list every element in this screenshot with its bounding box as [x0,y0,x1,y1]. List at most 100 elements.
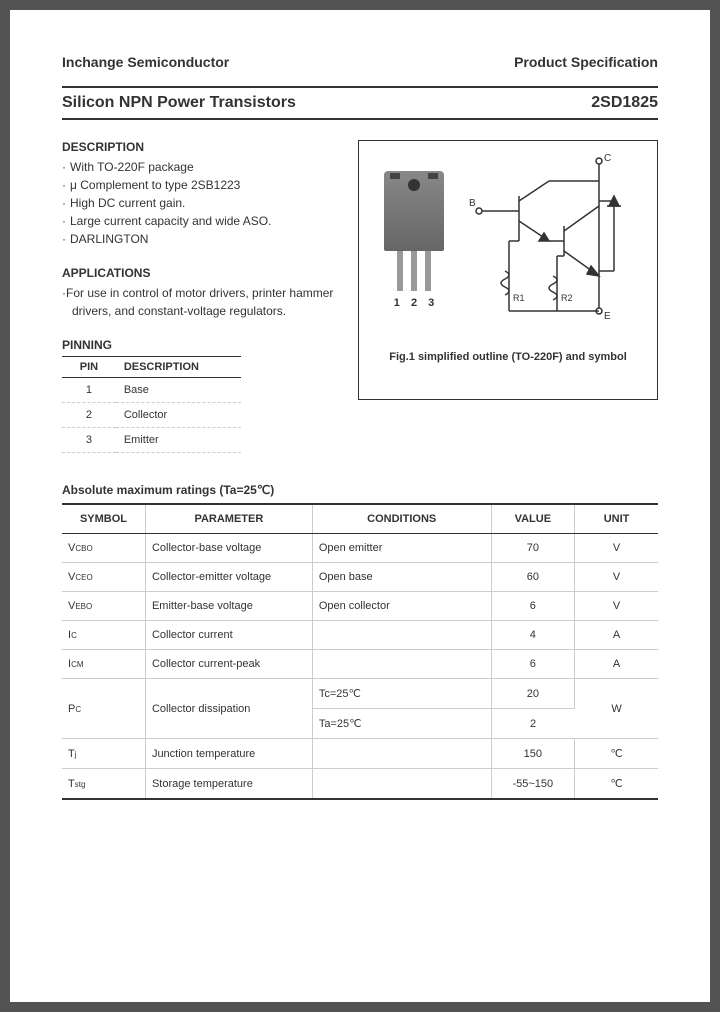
page-header: Inchange Semiconductor Product Specifica… [62,54,658,70]
cell-conditions [312,769,491,800]
mounting-hole-icon [408,179,420,191]
cell-parameter: Collector-emitter voltage [145,563,312,592]
cell-unit: V [575,534,658,563]
col-unit: UNIT [575,504,658,534]
ratings-heading: Absolute maximum ratings (Ta=25℃) [62,483,658,497]
figure-caption: Fig.1 simplified outline (TO-220F) and s… [369,351,647,363]
cell-symbol: VEBO [62,592,145,621]
terminal-c-label: C [604,153,611,164]
cell-symbol: VCBO [62,534,145,563]
table-row: ICMCollector current-peak6A [62,650,658,679]
cell-symbol: Tj [62,739,145,769]
resistor-r2-label: R2 [561,293,573,303]
notch-icon [428,173,438,179]
cell-value: 70 [491,534,574,563]
cell-parameter: Emitter-base voltage [145,592,312,621]
desc-item: μ Complement to type 2SB1223 [72,176,338,194]
cell-conditions: Open collector [312,592,491,621]
datasheet-page: Inchange Semiconductor Product Specifica… [10,10,710,1002]
cell-parameter: Collector dissipation [145,679,312,739]
cell-value: -55~150 [491,769,574,800]
cell-value: 6 [491,650,574,679]
desc-item: DARLINGTON [72,230,338,248]
cell-unit: V [575,592,658,621]
cell-symbol: VCEO [62,563,145,592]
col-value: VALUE [491,504,574,534]
cell-value: 20 [491,679,574,709]
table-row: ICCollector current 4A [62,621,658,650]
pin-col-header: PIN [62,357,116,378]
notch-icon [390,173,400,179]
cell-unit: A [575,621,658,650]
pin-desc: Base [116,378,242,403]
cell-conditions: Open base [312,563,491,592]
product-family: Silicon NPN Power Transistors [62,94,296,112]
pin-desc: Collector [116,403,242,428]
terminal-e-label: E [604,311,611,321]
cell-conditions [312,739,491,769]
table-row: VCBOCollector-base voltageOpen emitter70… [62,534,658,563]
cell-conditions [312,650,491,679]
cell-unit: V [575,563,658,592]
left-column: DESCRIPTION With TO-220F package μ Compl… [62,140,338,453]
cell-parameter: Collector current-peak [145,650,312,679]
table-row: PCCollector dissipationTc=25℃20W [62,679,658,709]
title-bar: Silicon NPN Power Transistors 2SD1825 [62,86,658,120]
cell-unit: ℃ [575,769,658,800]
company-name: Inchange Semiconductor [62,54,229,70]
pin-number: 3 [62,428,116,453]
package-body-icon [384,171,444,251]
description-heading: DESCRIPTION [62,140,338,154]
desc-item: Large current capacity and wide ASO. [72,212,338,230]
applications-text: ·For use in control of motor drivers, pr… [62,284,338,320]
cell-value: 6 [491,592,574,621]
cell-parameter: Collector-base voltage [145,534,312,563]
cell-parameter: Collector current [145,621,312,650]
pin-number: 2 [62,403,116,428]
cell-value: 4 [491,621,574,650]
pin-numbers-label: 1 2 3 [390,297,438,309]
pin-col-header: DESCRIPTION [116,357,242,378]
part-number: 2SD1825 [591,94,658,112]
table-row: VEBOEmitter-base voltageOpen collector6V [62,592,658,621]
resistor-r1-label: R1 [513,293,525,303]
cell-conditions: Tc=25℃ [312,679,491,709]
ratings-table: SYMBOL PARAMETER CONDITIONS VALUE UNIT V… [62,503,658,800]
col-symbol: SYMBOL [62,504,145,534]
lead-icon [411,251,417,291]
cell-value: 60 [491,563,574,592]
cell-symbol: IC [62,621,145,650]
cell-unit: ℃ [575,739,658,769]
cell-parameter: Junction temperature [145,739,312,769]
cell-unit: A [575,650,658,679]
terminal-b-label: B [469,198,476,209]
table-row: TjJunction temperature150℃ [62,739,658,769]
pinning-table: PIN DESCRIPTION 1 Base 2 Collector 3 [62,356,241,453]
cell-symbol: PC [62,679,145,739]
applications-heading: APPLICATIONS [62,266,338,280]
col-parameter: PARAMETER [145,504,312,534]
pin-desc: Emitter [116,428,242,453]
lead-icon [425,251,431,291]
cell-conditions [312,621,491,650]
table-row: VCEOCollector-emitter voltageOpen base60… [62,563,658,592]
pinning-heading: PINNING [62,338,338,352]
cell-value: 2 [491,709,574,739]
table-row: 1 Base [62,378,241,403]
lead-icon [397,251,403,291]
cell-conditions: Ta=25℃ [312,709,491,739]
figure-content: 1 2 3 [369,151,647,331]
package-outline: 1 2 3 [369,151,459,309]
table-row: 2 Collector [62,403,241,428]
pin-number: 1 [62,378,116,403]
table-row: 3 Emitter [62,428,241,453]
package-leads [397,251,431,291]
desc-item: With TO-220F package [72,158,338,176]
cell-symbol: Tstg [62,769,145,800]
table-row: TstgStorage temperature -55~150℃ [62,769,658,800]
ratings-header-row: SYMBOL PARAMETER CONDITIONS VALUE UNIT [62,504,658,534]
darlington-symbol-icon: C B E R1 R2 [469,151,639,321]
cell-parameter: Storage temperature [145,769,312,800]
cell-conditions: Open emitter [312,534,491,563]
col-conditions: CONDITIONS [312,504,491,534]
